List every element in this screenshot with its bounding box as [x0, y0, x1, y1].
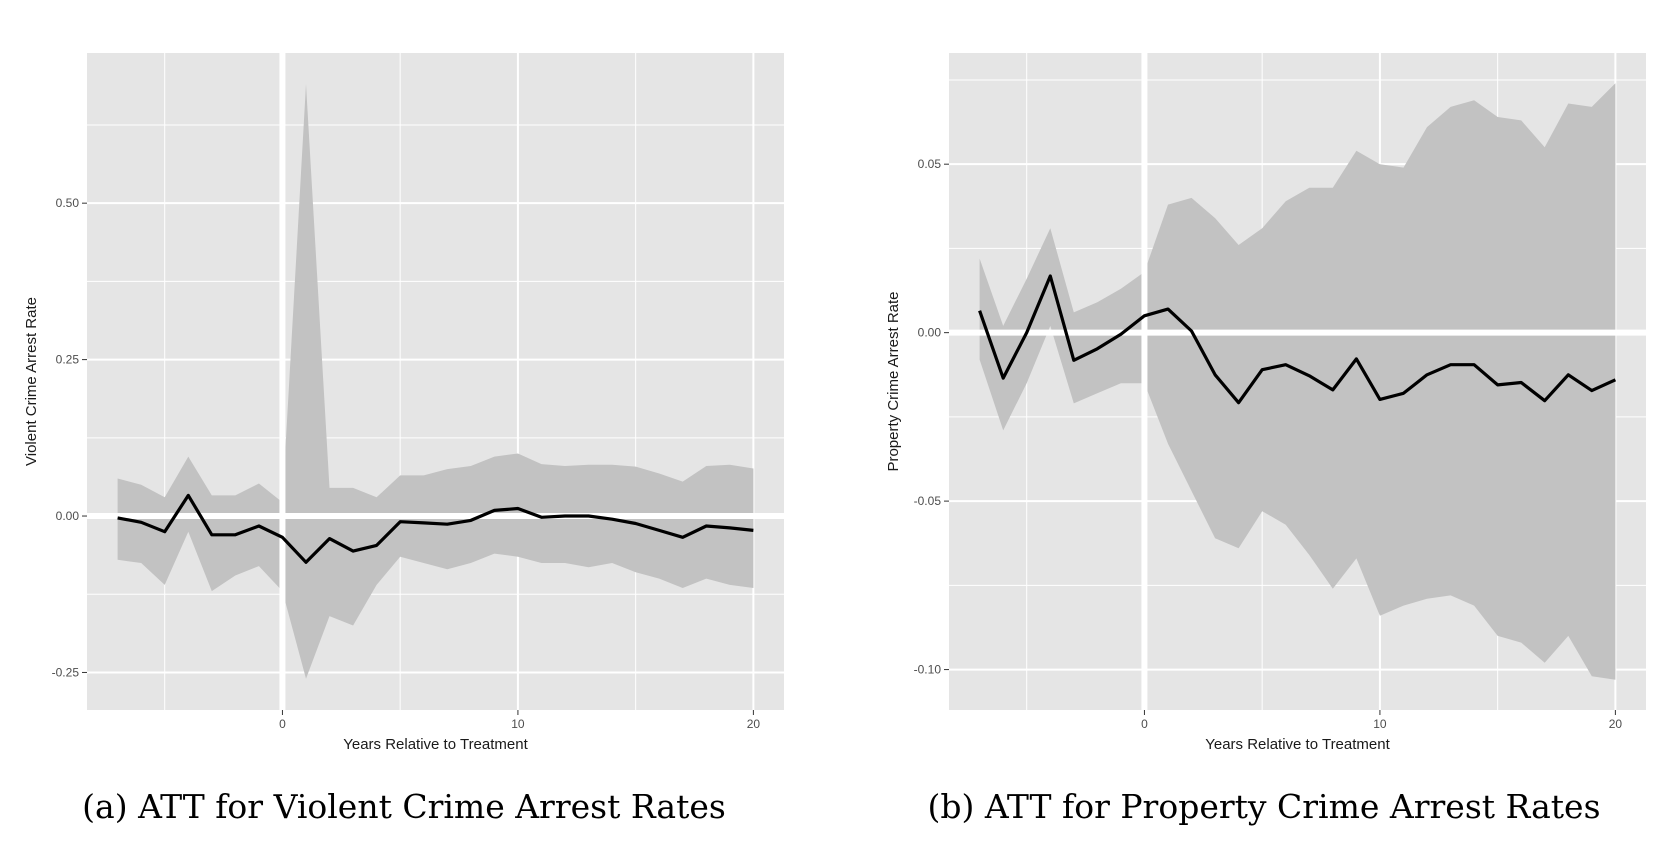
y-tick-label: -0.05 [914, 494, 942, 508]
panel-a-minor-grid [87, 53, 784, 710]
panel-b-estimate-line [978, 274, 1617, 405]
y-tick-label: 0.05 [918, 157, 942, 171]
panel-a: 0 10 20 -0.25 0.00 0.25 0.50 Years Relative t… [23, 53, 784, 826]
x-tick-label: 10 [511, 717, 525, 731]
panel-b-y-ticks: -0.10 -0.05 0.00 0.05 [914, 157, 949, 677]
x-tick-label: 10 [1373, 717, 1387, 731]
panel-b-y-axis-title: Property Crime Arrest Rate [885, 291, 902, 471]
x-tick-label: 20 [747, 717, 761, 731]
panel-a-background [87, 53, 784, 710]
x-tick-label: 0 [1141, 717, 1148, 731]
y-tick-label: 0.50 [56, 196, 80, 210]
panel-a-confidence-band [117, 84, 754, 679]
x-tick-label: 20 [1609, 717, 1623, 731]
panel-a-estimate-line [117, 493, 754, 564]
panel-a-y-ticks: -0.25 0.00 0.25 0.50 [52, 196, 87, 679]
panel-a-x-axis-title: Years Relative to Treatment [343, 736, 528, 753]
panel-b-confidence-band [979, 83, 1616, 680]
y-tick-label: -0.10 [914, 663, 942, 677]
x-tick-label: 0 [279, 717, 286, 731]
panel-b-x-ticks: 0 10 20 [1141, 710, 1622, 731]
panel-a-reference-lines [87, 53, 784, 710]
panel-a-y-axis-title: Violent Crime Arrest Rate [23, 297, 40, 466]
y-tick-label: 0.00 [918, 326, 942, 340]
panel-a-caption: (a) ATT for Violent Crime Arrest Rates [82, 787, 726, 826]
panel-b-caption: (b) ATT for Property Crime Arrest Rates [927, 787, 1600, 826]
panel-b-x-axis-title: Years Relative to Treatment [1205, 736, 1390, 753]
y-tick-label: 0.00 [56, 509, 80, 523]
y-tick-label: -0.25 [52, 665, 80, 679]
panel-a-x-ticks: 0 10 20 [279, 710, 760, 731]
panel-b: 0 10 20 -0.10 -0.05 0.00 0.05 Years Relative … [885, 53, 1646, 826]
y-tick-label: 0.25 [56, 353, 80, 367]
